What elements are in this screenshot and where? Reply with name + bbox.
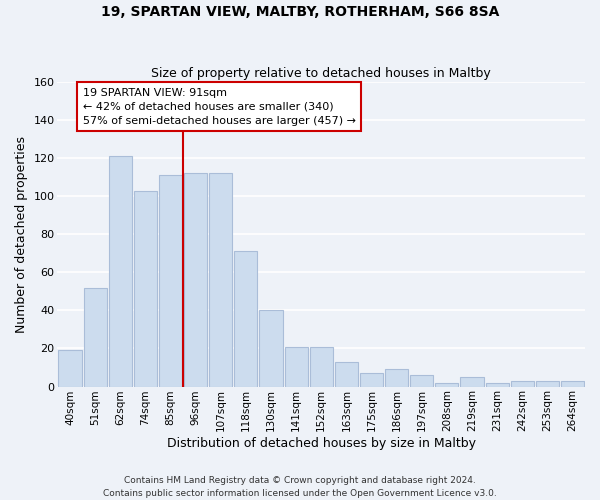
Bar xyxy=(209,174,232,386)
Bar xyxy=(435,382,458,386)
Bar xyxy=(385,370,408,386)
Text: 19 SPARTAN VIEW: 91sqm
← 42% of detached houses are smaller (340)
57% of semi-de: 19 SPARTAN VIEW: 91sqm ← 42% of detached… xyxy=(83,88,356,126)
Bar xyxy=(561,381,584,386)
Bar xyxy=(410,375,433,386)
Bar xyxy=(284,346,308,387)
Bar xyxy=(184,174,207,386)
Bar xyxy=(235,252,257,386)
Title: Size of property relative to detached houses in Maltby: Size of property relative to detached ho… xyxy=(151,66,491,80)
Bar xyxy=(159,176,182,386)
X-axis label: Distribution of detached houses by size in Maltby: Distribution of detached houses by size … xyxy=(167,437,476,450)
Bar xyxy=(360,373,383,386)
Y-axis label: Number of detached properties: Number of detached properties xyxy=(15,136,28,333)
Text: 19, SPARTAN VIEW, MALTBY, ROTHERHAM, S66 8SA: 19, SPARTAN VIEW, MALTBY, ROTHERHAM, S66… xyxy=(101,5,499,19)
Bar xyxy=(259,310,283,386)
Bar xyxy=(536,381,559,386)
Bar xyxy=(460,377,484,386)
Bar xyxy=(58,350,82,386)
Bar xyxy=(511,381,534,386)
Bar xyxy=(109,156,132,386)
Bar xyxy=(335,362,358,386)
Bar xyxy=(485,382,509,386)
Bar xyxy=(134,190,157,386)
Text: Contains HM Land Registry data © Crown copyright and database right 2024.
Contai: Contains HM Land Registry data © Crown c… xyxy=(103,476,497,498)
Bar xyxy=(310,346,333,387)
Bar xyxy=(83,288,107,386)
